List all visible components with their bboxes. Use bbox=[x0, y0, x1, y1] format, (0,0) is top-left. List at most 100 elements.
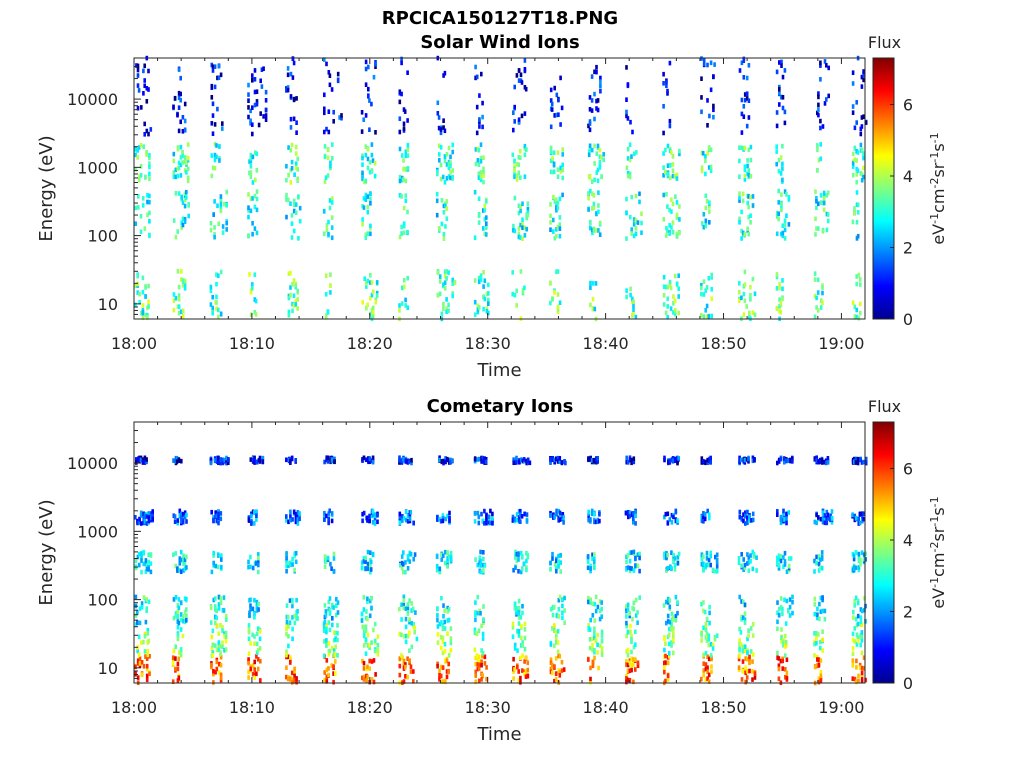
heatmap-cell bbox=[448, 510, 451, 516]
heatmap-cell bbox=[366, 302, 369, 308]
heatmap-cell bbox=[139, 213, 143, 219]
heatmap-cell bbox=[743, 167, 747, 173]
heatmap-cell bbox=[515, 288, 518, 294]
heatmap-cell bbox=[327, 520, 330, 526]
heatmap-cell bbox=[525, 147, 528, 152]
heatmap-cell bbox=[215, 306, 218, 311]
heatmap-cell bbox=[400, 224, 403, 230]
heatmap-cell bbox=[288, 598, 292, 603]
heatmap-cell bbox=[480, 659, 483, 664]
heatmap-cell bbox=[707, 656, 711, 662]
heatmap-cell bbox=[177, 191, 181, 196]
heatmap-cell bbox=[859, 619, 863, 625]
heatmap-cell bbox=[183, 562, 187, 567]
heatmap-cell bbox=[519, 72, 523, 78]
heatmap-cell bbox=[400, 56, 403, 62]
heatmap-cell bbox=[414, 610, 417, 615]
heatmap-cell bbox=[145, 663, 149, 669]
heatmap-cell bbox=[449, 169, 452, 175]
heatmap-cell bbox=[248, 613, 251, 618]
heatmap-cell bbox=[210, 634, 214, 640]
heatmap-cell bbox=[815, 631, 818, 636]
heatmap-cell bbox=[517, 203, 521, 209]
heatmap-cell bbox=[451, 277, 454, 283]
heatmap-cell bbox=[590, 179, 594, 184]
heatmap-cell bbox=[629, 292, 632, 298]
heatmap-cell bbox=[398, 511, 402, 517]
heatmap-cell bbox=[253, 597, 256, 603]
heatmap-cell bbox=[667, 641, 671, 647]
heatmap-cell bbox=[743, 457, 747, 463]
heatmap-cell bbox=[435, 563, 439, 569]
heatmap-cell bbox=[669, 285, 673, 291]
heatmap-cell bbox=[595, 69, 598, 75]
heatmap-cell bbox=[322, 628, 326, 633]
heatmap-cell bbox=[138, 606, 142, 611]
heatmap-cell bbox=[815, 640, 818, 646]
heatmap-cell bbox=[290, 456, 294, 462]
heatmap-cell bbox=[369, 567, 373, 572]
heatmap-cell bbox=[738, 145, 741, 150]
heatmap-cell bbox=[781, 611, 784, 617]
heatmap-cell bbox=[625, 620, 628, 626]
heatmap-cell bbox=[487, 519, 491, 524]
heatmap-cell bbox=[775, 214, 779, 219]
heatmap-cell bbox=[360, 565, 364, 571]
heatmap-cell bbox=[449, 154, 452, 160]
heatmap-cell bbox=[815, 455, 818, 460]
heatmap-cell bbox=[851, 637, 855, 643]
heatmap-cell bbox=[564, 460, 567, 466]
heatmap-cell bbox=[596, 517, 600, 523]
heatmap-cell bbox=[331, 616, 334, 621]
heatmap-cell bbox=[181, 314, 185, 319]
heatmap-cell bbox=[702, 661, 705, 666]
heatmap-cell bbox=[333, 459, 336, 464]
heatmap-cell bbox=[746, 509, 749, 515]
heatmap-cell bbox=[670, 520, 674, 525]
heatmap-cell bbox=[821, 300, 824, 306]
heatmap-cell bbox=[364, 457, 368, 462]
heatmap-cell bbox=[588, 645, 592, 651]
heatmap-cell bbox=[451, 142, 454, 148]
heatmap-cell bbox=[552, 217, 555, 223]
heatmap-cell bbox=[663, 669, 666, 675]
heatmap-cell bbox=[136, 281, 139, 287]
heatmap-cell bbox=[442, 210, 446, 215]
heatmap-cell bbox=[221, 121, 224, 126]
heatmap-cell bbox=[738, 174, 741, 179]
heatmap-cell bbox=[289, 147, 293, 153]
heatmap-cell bbox=[781, 233, 785, 239]
heatmap-cell bbox=[740, 97, 744, 103]
heatmap-cell bbox=[296, 176, 299, 181]
heatmap-cell bbox=[294, 511, 298, 517]
heatmap-cell bbox=[296, 288, 299, 294]
heatmap-cell bbox=[781, 161, 784, 167]
heatmap-cell bbox=[517, 162, 521, 167]
heatmap-cell bbox=[442, 125, 445, 130]
heatmap-cell bbox=[740, 599, 743, 604]
heatmap-cell bbox=[512, 656, 515, 662]
heatmap-cell bbox=[826, 212, 830, 217]
heatmap-cell bbox=[481, 455, 485, 461]
heatmap-cell bbox=[558, 654, 562, 659]
heatmap-cell bbox=[593, 565, 596, 571]
heatmap-cell bbox=[413, 552, 417, 557]
heatmap-cell bbox=[555, 558, 558, 564]
heatmap-cell bbox=[815, 295, 818, 301]
heatmap-cell bbox=[410, 601, 413, 606]
heatmap-cell bbox=[409, 669, 413, 674]
heatmap-cell bbox=[813, 596, 817, 602]
heatmap-cell bbox=[523, 627, 527, 632]
heatmap-cell bbox=[293, 551, 296, 556]
heatmap-cell bbox=[181, 150, 184, 156]
heatmap-cell bbox=[187, 202, 190, 207]
heatmap-cell bbox=[813, 277, 817, 282]
heatmap-cell bbox=[826, 218, 830, 224]
heatmap-cell bbox=[482, 620, 485, 625]
heatmap-cell bbox=[855, 158, 858, 163]
heatmap-cell bbox=[364, 59, 368, 65]
heatmap-cell bbox=[291, 556, 294, 562]
heatmap-cell bbox=[291, 301, 294, 307]
heatmap-cell bbox=[221, 625, 224, 630]
